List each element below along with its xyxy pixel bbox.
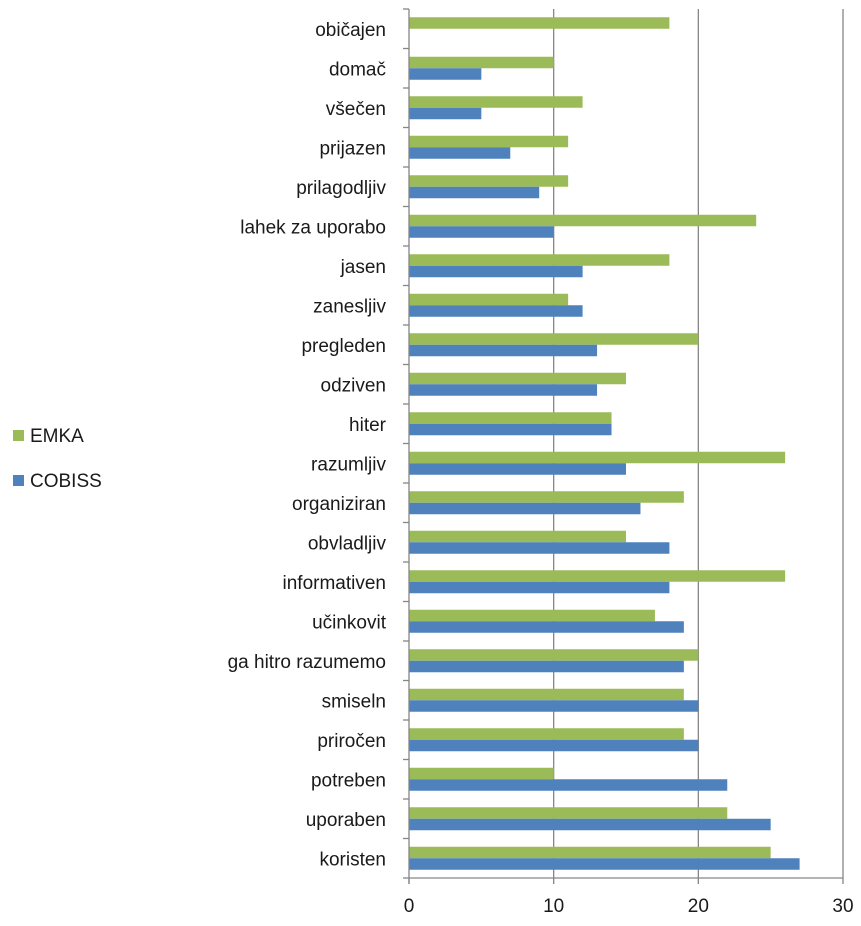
bar-emka-0 bbox=[409, 846, 771, 859]
category-label: informativen bbox=[283, 573, 387, 594]
category-label: obvladljiv bbox=[308, 533, 387, 554]
legend-label-cobiss: COBISS bbox=[30, 471, 102, 492]
bar-cobiss-10 bbox=[409, 463, 626, 475]
category-label: učinkovit bbox=[312, 612, 387, 633]
category-label: všečen bbox=[326, 99, 386, 120]
bar-emka-16 bbox=[409, 214, 757, 227]
category-label: jasen bbox=[340, 257, 386, 278]
bar-cobiss-12 bbox=[409, 384, 598, 396]
category-label: prijazen bbox=[319, 138, 386, 159]
bar-emka-9 bbox=[409, 491, 684, 503]
bar-emka-1 bbox=[409, 807, 728, 819]
x-tick-label: 10 bbox=[543, 896, 564, 917]
category-label: domač bbox=[329, 59, 386, 80]
bar-emka-11 bbox=[409, 412, 612, 424]
category-label: hiter bbox=[349, 415, 387, 436]
bar-emka-19 bbox=[409, 96, 583, 108]
bar-emka-7 bbox=[409, 570, 786, 582]
bar-cobiss-5 bbox=[409, 660, 684, 673]
bar-emka-5 bbox=[409, 649, 699, 661]
bar-cobiss-18 bbox=[409, 147, 511, 159]
bar-cobiss-8 bbox=[409, 542, 670, 554]
bar-cobiss-2 bbox=[409, 779, 728, 791]
bar-emka-10 bbox=[409, 451, 786, 464]
category-label: prilagodljiv bbox=[296, 178, 386, 199]
bar-emka-3 bbox=[409, 728, 684, 740]
bar-cobiss-0 bbox=[409, 858, 800, 870]
category-label: smiseln bbox=[322, 691, 386, 712]
category-label: lahek za uporabo bbox=[240, 217, 386, 238]
category-labels: koristen uporaben potreben priročen smiseln g… bbox=[228, 20, 387, 871]
bar-cobiss-9 bbox=[409, 502, 641, 515]
category-label: organiziran bbox=[292, 494, 386, 515]
bar-emka-13 bbox=[409, 333, 699, 345]
axes bbox=[403, 8, 844, 884]
category-label: potreben bbox=[311, 770, 386, 791]
bar-emka-17 bbox=[409, 175, 569, 187]
legend: EMKA COBISS bbox=[13, 426, 102, 492]
bar-cobiss-11 bbox=[409, 423, 612, 436]
bar-cobiss-3 bbox=[409, 739, 699, 752]
bar-emka-18 bbox=[409, 135, 569, 148]
bar-cobiss-15 bbox=[409, 265, 583, 278]
bar-cobiss-7 bbox=[409, 581, 670, 594]
legend-swatch-cobiss bbox=[13, 475, 24, 486]
legend-swatch-emka bbox=[13, 430, 24, 441]
bar-emka-12 bbox=[409, 372, 626, 385]
bar-cobiss-4 bbox=[409, 700, 699, 712]
bar-emka-14 bbox=[409, 293, 569, 306]
category-label: koristen bbox=[319, 849, 386, 870]
bar-cobiss-6 bbox=[409, 621, 684, 633]
category-label: zanesljiv bbox=[313, 296, 386, 317]
bar-emka-15 bbox=[409, 254, 670, 266]
bar-emka-4 bbox=[409, 688, 684, 701]
legend-label-emka: EMKA bbox=[30, 426, 84, 447]
bar-cobiss-19 bbox=[409, 107, 482, 120]
bar-emka-6 bbox=[409, 609, 655, 622]
category-label: priročen bbox=[317, 731, 386, 752]
bar-emka-20 bbox=[409, 56, 554, 69]
bar-cobiss-1 bbox=[409, 818, 771, 831]
category-label: odziven bbox=[321, 375, 387, 396]
x-tick-labels: 0 10 20 30 bbox=[404, 896, 854, 917]
category-label: običajen bbox=[315, 20, 386, 41]
category-label: uporaben bbox=[306, 810, 386, 831]
bar-emka-21 bbox=[409, 17, 670, 29]
bar-cobiss-20 bbox=[409, 68, 482, 80]
category-label: razumljiv bbox=[311, 454, 386, 475]
bars bbox=[409, 17, 800, 870]
x-tick-label: 0 bbox=[404, 896, 415, 917]
bar-cobiss-14 bbox=[409, 305, 583, 317]
x-tick-label: 20 bbox=[688, 896, 709, 917]
bar-cobiss-13 bbox=[409, 344, 598, 357]
x-tick-label: 30 bbox=[832, 896, 853, 917]
bar-emka-8 bbox=[409, 530, 626, 543]
bar-cobiss-16 bbox=[409, 226, 554, 238]
category-label: ga hitro razumemo bbox=[228, 652, 386, 673]
category-label: pregleden bbox=[301, 336, 386, 357]
bar-emka-2 bbox=[409, 767, 554, 780]
bar-cobiss-17 bbox=[409, 186, 540, 199]
